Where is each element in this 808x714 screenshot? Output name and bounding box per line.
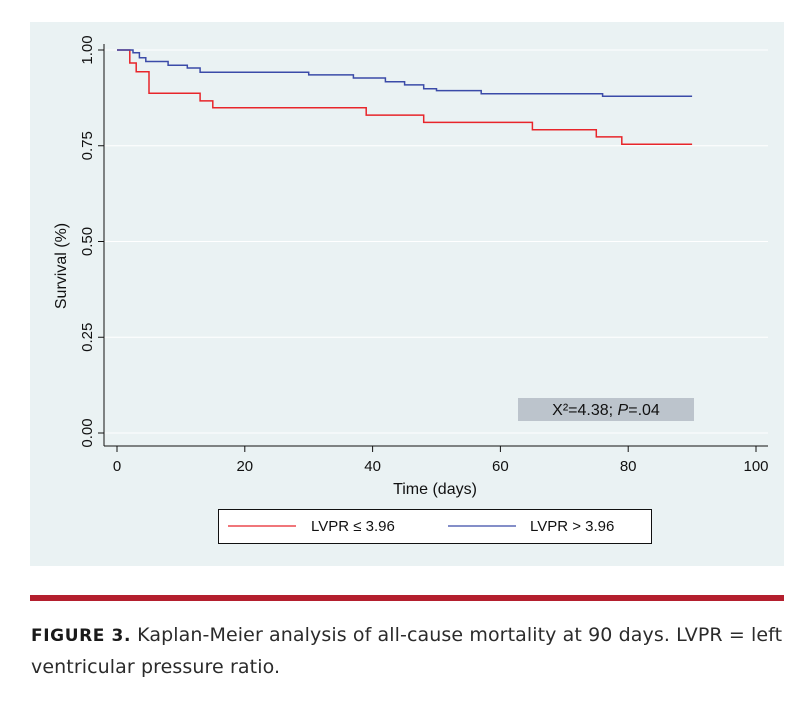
series bbox=[117, 49, 693, 145]
x-tick-label-3: 60 bbox=[492, 458, 509, 475]
caption-text: Kaplan-Meier analysis of all-cause morta… bbox=[31, 624, 783, 678]
caption-label: FIGURE 3. bbox=[31, 626, 132, 646]
y-tick-label-0: 0.00 bbox=[79, 418, 96, 447]
legend: LVPR ≤ 3.96 LVPR > 3.96 bbox=[218, 509, 652, 544]
figure-panel: 0.00 0.25 0.50 0.75 1.00 0 20 40 60 80 100 Time (d… bbox=[30, 22, 784, 566]
annotation-box bbox=[518, 398, 694, 421]
x-tick-label-0: 0 bbox=[113, 458, 121, 475]
series-line-2 bbox=[117, 49, 693, 98]
annotation-p-value: =.04 bbox=[628, 402, 660, 419]
gridlines bbox=[104, 49, 768, 434]
ticks: 0.00 0.25 0.50 0.75 1.00 0 20 40 60 80 100 bbox=[79, 35, 769, 475]
annotation-chi-square: X²=4.38; bbox=[552, 402, 617, 419]
legend-label-series-1: LVPR ≤ 3.96 bbox=[311, 518, 395, 535]
y-tick-label-3: 0.75 bbox=[79, 131, 96, 160]
x-tick-label-1: 20 bbox=[236, 458, 253, 475]
legend-label-series-2: LVPR > 3.96 bbox=[530, 518, 614, 535]
y-tick-label-1: 0.25 bbox=[79, 323, 96, 352]
y-axis-title: Survival (%) bbox=[53, 223, 70, 309]
y-tick-label-2: 0.50 bbox=[79, 227, 96, 256]
x-axis-title: Time (days) bbox=[393, 481, 477, 498]
series-line-1 bbox=[117, 49, 693, 145]
y-tick-label-4: 1.00 bbox=[79, 35, 96, 64]
km-chart: 0.00 0.25 0.50 0.75 1.00 0 20 40 60 80 100 Time (d… bbox=[53, 35, 769, 544]
x-tick-label-4: 80 bbox=[620, 458, 637, 475]
annotation-p-label: P bbox=[618, 402, 629, 419]
caption-divider bbox=[30, 595, 784, 601]
axes bbox=[103, 44, 768, 447]
figure-caption: FIGURE 3. Kaplan-Meier analysis of all-c… bbox=[31, 620, 783, 683]
x-tick-label-5: 100 bbox=[743, 458, 768, 475]
x-tick-label-2: 40 bbox=[364, 458, 381, 475]
annotation-text: X²=4.38; P=.04 bbox=[552, 402, 660, 419]
annotation: X²=4.38; P=.04 bbox=[518, 398, 694, 421]
